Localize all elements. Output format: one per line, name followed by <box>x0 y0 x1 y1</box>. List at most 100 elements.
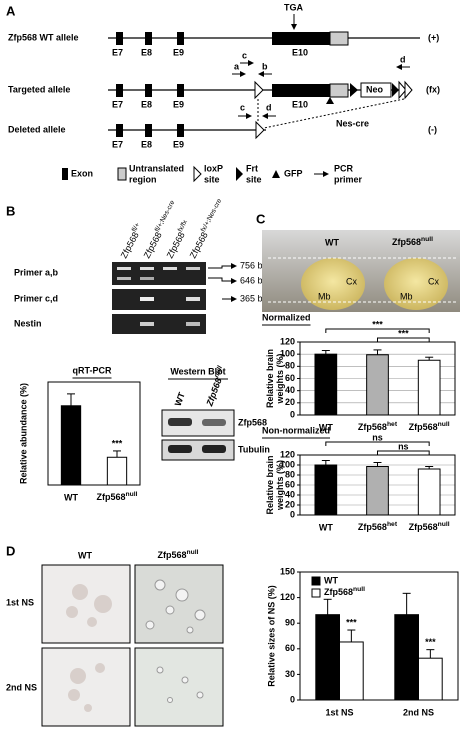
y-axis-label: Relative abundance (%) <box>18 383 28 484</box>
y-tick-label: 60 <box>285 479 295 489</box>
bar <box>418 657 443 701</box>
loxp <box>254 80 264 100</box>
x-tick-label: WT <box>319 522 333 532</box>
blot-band <box>202 419 226 426</box>
x-tick-label: Zfp568het <box>358 521 398 532</box>
legend-text: PCR <box>334 163 354 173</box>
loxp <box>404 80 413 100</box>
frt <box>350 83 358 97</box>
band <box>186 297 200 301</box>
legend-swatch <box>236 167 243 181</box>
primer-label: d <box>266 102 272 112</box>
panel-label: D <box>6 543 15 558</box>
bar <box>106 456 128 486</box>
primer-label: a <box>234 61 240 71</box>
bar <box>394 614 419 701</box>
y-tick-label: 40 <box>285 489 295 499</box>
y-axis-label: Relative sizes of NS (%) <box>266 585 276 687</box>
band-arrow <box>208 277 237 284</box>
bar <box>417 468 441 516</box>
band-label: 756 bp (fx) <box>240 260 283 270</box>
blot-row-label: Zfp568 <box>238 417 267 427</box>
x-tick-label: 1st NS <box>325 707 353 717</box>
exon-label: E8 <box>141 47 152 57</box>
legend-text: loxP <box>204 163 223 173</box>
ns-image <box>134 647 224 727</box>
gel-row-label: Primer a,b <box>14 267 59 277</box>
exon <box>116 32 123 45</box>
allele-name: Deleted allele <box>8 124 66 134</box>
loxp <box>398 80 407 100</box>
legend-text: Frt <box>246 163 258 173</box>
band <box>140 322 154 326</box>
legend-swatch <box>117 167 127 181</box>
exon <box>145 84 152 97</box>
gel-row-label: Nestin <box>14 318 42 328</box>
frt <box>392 83 399 97</box>
band <box>140 277 154 280</box>
gel-row-label: Primer c,d <box>14 293 58 303</box>
region-label: Cx <box>346 276 357 286</box>
allele-name: Targeted allele <box>8 84 70 94</box>
allele-state: (fx) <box>426 84 440 94</box>
y-tick-label: 0 <box>290 694 295 704</box>
primer-label: d <box>400 54 406 64</box>
panel-label: A <box>6 3 16 18</box>
bar <box>339 641 364 701</box>
exon <box>177 124 184 137</box>
legend-swatch <box>193 165 202 183</box>
exon <box>145 124 152 137</box>
neo-label: Neo <box>366 84 384 94</box>
y-tick-label: 80 <box>285 469 295 479</box>
exon <box>116 84 123 97</box>
significance-bracket <box>377 337 430 342</box>
band <box>140 267 154 270</box>
legend-swatch <box>311 588 321 598</box>
image-row: 1st NS <box>6 597 34 607</box>
exon-label: E9 <box>173 47 184 57</box>
region-label: Mb <box>318 291 331 301</box>
legend-text: site <box>204 174 220 184</box>
photo-column: Zfp568null <box>392 236 433 247</box>
region-label: Mb <box>400 291 413 301</box>
x-tick-label: Zfp568null <box>96 491 137 502</box>
y-tick-label: 120 <box>280 592 295 602</box>
y-tick-label: 20 <box>285 397 295 407</box>
cre-label: Nes-cre <box>336 118 369 128</box>
significance-label: *** <box>372 319 383 329</box>
significance-label: *** <box>398 328 409 338</box>
plot-frame <box>47 381 141 486</box>
plot-frame <box>299 571 459 701</box>
photo-column: WT <box>325 237 339 247</box>
exon-label: E9 <box>173 139 184 149</box>
bar <box>417 359 441 416</box>
x-tick-label: Zfp568null <box>409 421 450 432</box>
utr <box>329 83 349 98</box>
neo-box <box>360 82 392 98</box>
lane-label: Zfp568fx/+;Nes-cre <box>187 198 227 260</box>
bar <box>314 464 338 516</box>
band <box>163 267 177 270</box>
exon-label: E8 <box>141 99 152 109</box>
brain <box>384 258 448 310</box>
exon <box>116 124 123 137</box>
panel-label: B <box>6 203 15 218</box>
significance-bracket <box>325 441 430 446</box>
y-tick-label: 0 <box>290 509 295 519</box>
blot-band <box>202 445 226 453</box>
blot-band <box>168 445 192 453</box>
significance-bracket <box>325 328 430 333</box>
gel <box>112 262 206 285</box>
significance-label: ns <box>398 441 409 451</box>
band-arrow <box>208 263 237 269</box>
exon-label: E7 <box>112 47 123 57</box>
primer-label: c <box>242 50 247 60</box>
exon <box>177 32 184 45</box>
exon-label: E10 <box>292 99 308 109</box>
y-tick-label: 20 <box>285 499 295 509</box>
legend-text: Untranslated <box>129 163 184 173</box>
panel-b: B Zfp568fl/+ Zfp568fl/+;Nes-cre Zfp568fx… <box>6 198 283 461</box>
allele-state: (-) <box>428 124 437 134</box>
significance-label: *** <box>346 617 357 627</box>
allele-state: (+) <box>428 32 439 42</box>
